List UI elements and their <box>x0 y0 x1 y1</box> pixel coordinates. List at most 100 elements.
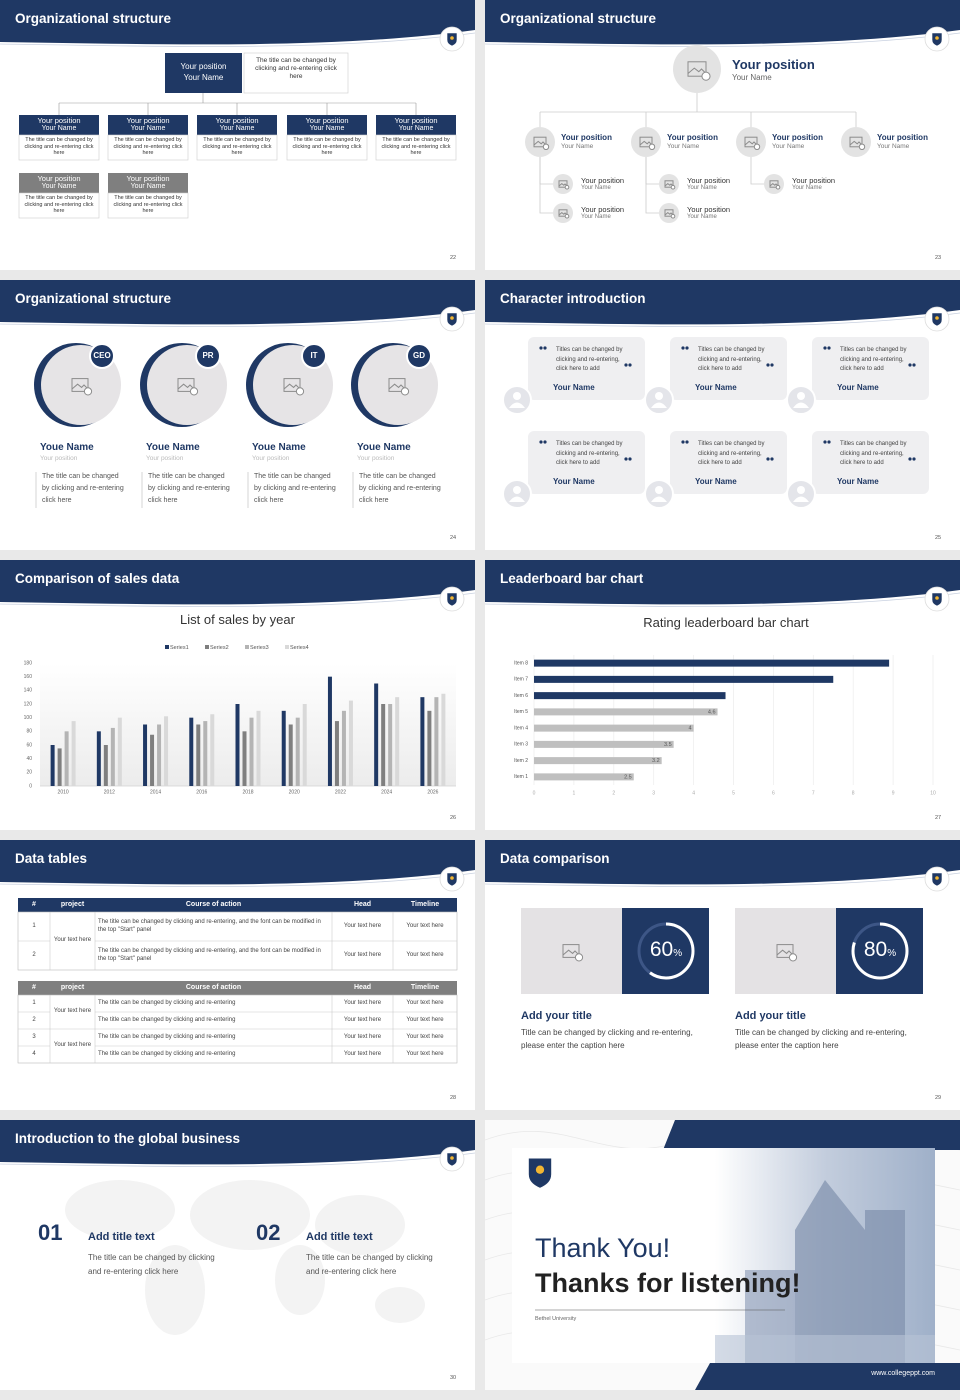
y-tick-label: 160 <box>24 674 33 680</box>
page-number: 24 <box>450 535 457 541</box>
x-tick-label: 10 <box>930 790 936 796</box>
header-edge <box>0 312 475 327</box>
table-cell: 4 <box>32 1050 36 1057</box>
quote-text: Titles can be changed by clicking and re… <box>556 441 623 466</box>
table-cell: Your text here <box>343 999 382 1006</box>
quote-mark <box>908 363 912 367</box>
quote-text: Titles can be changed by clicking and re… <box>698 347 765 372</box>
header-edge <box>0 1152 475 1167</box>
character-name: Your Name <box>553 477 595 486</box>
x-tick-label: 2026 <box>427 789 438 795</box>
badge-label: CEO <box>93 351 111 360</box>
logo-flame <box>935 36 939 40</box>
x-tick-label: 2016 <box>196 789 207 795</box>
character-name: Your Name <box>837 383 879 392</box>
bar <box>210 714 215 786</box>
quote-mark <box>823 346 827 350</box>
y-tick-label: Item 6 <box>514 693 528 699</box>
card <box>812 337 929 400</box>
head-name: Your Name <box>183 73 224 82</box>
slide-title: Comparison of sales data <box>15 571 180 586</box>
member-name: Your Name <box>219 125 255 132</box>
image-icon <box>639 136 653 148</box>
bar <box>288 724 293 786</box>
logo-flame <box>450 316 454 320</box>
logo-flame <box>450 36 454 40</box>
bar <box>534 724 694 732</box>
y-tick-label: 180 <box>24 660 33 666</box>
member-note-box <box>375 134 457 161</box>
child-name: Your Name <box>687 214 717 220</box>
member-header <box>19 115 99 135</box>
member-note-box <box>286 134 368 161</box>
head-photo <box>673 45 721 93</box>
y-tick-label: Item 1 <box>514 774 528 780</box>
legend-swatch <box>245 645 249 649</box>
avatar-body <box>793 402 809 408</box>
slide-graphics <box>0 0 475 219</box>
map-shape <box>145 1245 205 1335</box>
slide: Organizational structure 23 Your position Y… <box>485 0 960 270</box>
y-tick-label: 60 <box>26 742 32 748</box>
header-band <box>0 560 475 605</box>
quote-mark <box>543 440 547 444</box>
bar <box>534 708 718 716</box>
header-edge <box>485 312 960 327</box>
member-note-box <box>107 192 189 219</box>
bar <box>256 710 261 786</box>
avatar-body <box>509 402 525 408</box>
member-photo <box>736 127 766 157</box>
header-cell: project <box>60 984 85 991</box>
percent-value: 80 <box>863 938 888 961</box>
avatar-body <box>509 496 525 502</box>
image-icon <box>744 140 758 146</box>
image-icon <box>788 953 798 962</box>
avatar-head <box>513 392 521 400</box>
percent-unit: % <box>887 948 897 959</box>
legend-swatch <box>205 645 209 649</box>
member-name: Your Name <box>561 143 594 150</box>
slide-graphics: 0 1 2 3 4 5 6 7 8 9 10 Item 1 2.5 Item 2 3.2 Item 3 3.5 I… <box>485 560 960 796</box>
x-tick-label: 2 <box>612 790 615 796</box>
image-icon <box>664 180 674 188</box>
page-number: 25 <box>935 535 942 541</box>
header-edge <box>0 592 475 607</box>
bar <box>434 697 439 786</box>
image-icon <box>664 209 674 217</box>
connector <box>750 157 764 185</box>
connector <box>645 157 659 185</box>
page-number: 22 <box>450 255 457 261</box>
member-note: The title can be changed by clicking and… <box>254 473 336 504</box>
slide-graphics <box>0 280 475 508</box>
quote-mark <box>770 457 774 461</box>
bar <box>534 740 674 748</box>
image-icon <box>687 61 707 77</box>
child-position: Your position <box>792 176 836 185</box>
header-cell: Timeline <box>410 901 440 908</box>
member-name: Your Name <box>667 143 700 150</box>
member-position: Your position <box>561 133 612 142</box>
member-note-box <box>196 134 278 161</box>
bar <box>103 745 108 786</box>
item-number: 01 <box>38 1220 63 1245</box>
image-panel <box>735 908 836 994</box>
quote-text: Titles can be changed by clicking and re… <box>698 441 765 466</box>
page-number: 29 <box>935 1095 942 1101</box>
quote-mark <box>912 363 916 367</box>
character-name: Your Name <box>553 383 595 392</box>
table-cell: Your text here <box>406 1050 444 1057</box>
badge <box>195 343 221 369</box>
image-icon <box>664 211 674 216</box>
header-cell: # <box>32 984 36 991</box>
badge-label: PR <box>202 351 214 360</box>
header-band <box>0 840 475 885</box>
image-icon <box>71 383 89 390</box>
member-note-box <box>107 134 189 161</box>
slide-title: Leaderboard bar chart <box>500 571 644 586</box>
avatar-body <box>651 496 667 502</box>
member-name: Youe Name <box>357 442 411 453</box>
connector <box>539 157 553 185</box>
bar <box>302 704 307 786</box>
legend-label: Series4 <box>290 645 309 651</box>
member-position: Your position <box>394 116 438 125</box>
